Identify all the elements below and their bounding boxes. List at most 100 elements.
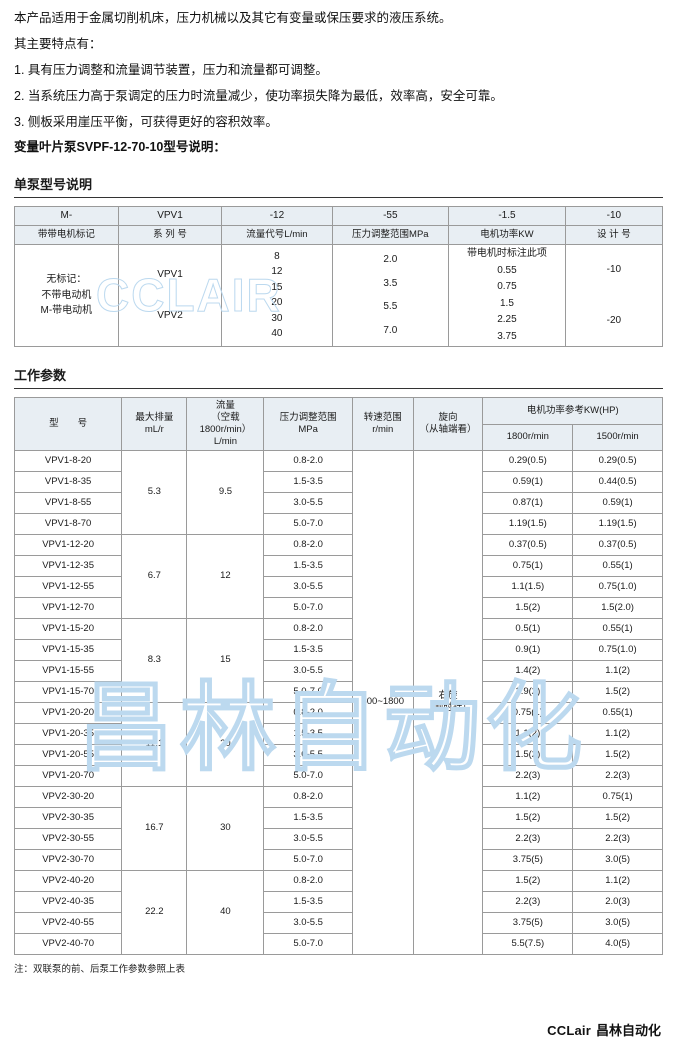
cell-pressure: 1.5-3.5 — [263, 806, 353, 829]
table-row: VPV1-20-35 1.5-3.5 1.1(2) 1.1(2) — [13, 722, 663, 745]
cell-model: VPV2-30-35 — [13, 806, 123, 829]
cell-power-1500: 3.0(5) — [572, 848, 663, 871]
footer-brand-cn: 昌林自动化 — [595, 1023, 661, 1038]
cell-pressure: 1.5-3.5 — [263, 470, 353, 493]
cell-power-1500: 0.75(1.0) — [572, 575, 663, 598]
cell-pressure: 0.8-2.0 — [263, 617, 353, 640]
header-power-1800: 1800r/min — [482, 423, 574, 451]
cell-power-1500: 3.0(5) — [572, 911, 663, 934]
cell-speed: 600~1800 — [351, 449, 414, 955]
cell-power-1800: 1.5(2) — [482, 743, 574, 766]
cell-power-1800: 3.75(5) — [482, 848, 574, 871]
cell-model: VPV2-30-70 — [13, 848, 123, 871]
cell-power-1800: 1.4(2) — [482, 659, 574, 682]
model-label-cell-2: 流量代号L/min — [221, 225, 333, 246]
table-row: VPV1-20-70 5.0-7.0 2.2(3) 2.2(3) — [13, 764, 663, 787]
flow-code-line-1: 12 — [271, 266, 283, 278]
cell-power-1800: 1.19(1.5) — [482, 512, 574, 535]
cell-power-1800: 0.9(1) — [482, 638, 574, 661]
design-no-line-0: -10 — [606, 264, 622, 276]
cell-power-1800: 3.75(5) — [482, 911, 574, 934]
cell-power-1500: 1.5(2) — [572, 680, 663, 703]
cell-power-1500: 2.2(3) — [572, 827, 663, 850]
params-table-head: 型 号 最大排量 mL/r 流量 （空载1800r/min） L/min 压力调整范围… — [13, 397, 663, 451]
cell-model: VPV1-8-35 — [13, 470, 123, 493]
table-row: VPV2-40-70 5.0-7.0 5.5(7.5) 4.0(5) — [13, 932, 663, 955]
cell-power-1500: 0.75(1) — [572, 785, 663, 808]
cell-pressure: 5.0-7.0 — [263, 596, 353, 619]
motor-power-line-1: 0.75 — [497, 281, 517, 293]
cell-model: VPV1-15-70 — [13, 680, 123, 703]
cell-power-1800: 1.5(2) — [482, 596, 574, 619]
series-line-1: VPV2 — [157, 309, 183, 321]
flow-code-line-2: 15 — [271, 281, 283, 293]
header-power: 电机功率参考KW(HP) — [482, 397, 663, 425]
cell-power-1800: 1.9(2) — [482, 680, 574, 703]
cell-pressure: 1.5-3.5 — [263, 890, 353, 913]
model-code-cell-1: VPV1 — [117, 206, 223, 227]
cell-pressure: 1.5-3.5 — [263, 638, 353, 661]
intro-paragraph-4: 2. 当系统压力高于泵调定的压力时流量减少，使功率损失降为最低，效率高，安全可靠… — [14, 88, 503, 103]
cell-model: VPV1-12-20 — [13, 533, 123, 556]
model-label-cell-5: 设 计 号 — [564, 225, 664, 246]
cell-pressure: 0.8-2.0 — [263, 533, 353, 556]
cell-pressure: 5.0-7.0 — [263, 764, 353, 787]
cell-power-1500: 2.2(3) — [572, 764, 663, 787]
table-row: VPV1-15-35 1.5-3.5 0.9(1) 0.75(1.0) — [13, 638, 663, 661]
cell-power-1500: 0.55(1) — [572, 554, 663, 577]
header-pressure: 压力调整范围 MPa — [263, 397, 353, 451]
cell-model: VPV1-20-70 — [13, 764, 123, 787]
cell-power-1800: 5.5(7.5) — [482, 932, 574, 955]
model-col-pressure-range: 2.0 3.5 5.5 7.0 — [331, 244, 450, 348]
cell-power-1800: 0.29(0.5) — [482, 449, 574, 472]
model-code-line: 变量叶片泵SVPF-12-70-10型号说明： — [14, 140, 226, 155]
table-row: VPV2-30-35 1.5-3.5 1.5(2) 1.5(2) — [13, 806, 663, 829]
cell-power-1800: 1.1(1.5) — [482, 575, 574, 598]
cell-model: VPV1-15-20 — [13, 617, 123, 640]
cell-pressure: 1.5-3.5 — [263, 722, 353, 745]
table-row: VPV1-15-20 8.3 15 0.8-2.0 0.5(1) 0.55(1) — [13, 617, 663, 703]
table-row: VPV2-40-20 22.2 40 0.8-2.0 1.5(2) 1.1(2) — [13, 869, 663, 955]
cell-flow: 12 — [186, 533, 265, 619]
cell-pressure: 5.0-7.0 — [263, 680, 353, 703]
model-col-design-no: -10 -20 — [564, 244, 664, 348]
cell-power-1800: 0.75(1) — [482, 554, 574, 577]
cell-model: VPV1-15-35 — [13, 638, 123, 661]
intro-paragraph-1: 本产品适用于金属切削机床，压力机械以及其它有变量或保压要求的液压系统。 — [14, 11, 452, 25]
table-note: 注：双联泵的前、后泵工作参数参照上表 — [14, 963, 186, 975]
params-table-body: VPV1-8-20 5.3 9.5 0.8-2.0 600~1800 右旋 （顺时针） 0.2… — [13, 449, 663, 955]
table-row: VPV2-30-20 16.7 30 0.8-2.0 1.1(2) 0.75(1) — [13, 785, 663, 871]
cell-power-1500: 1.1(2) — [572, 869, 663, 892]
model-code-cell-4: -1.5 — [448, 206, 566, 227]
cell-model: VPV2-40-70 — [13, 932, 123, 955]
cell-power-1500: 0.44(0.5) — [572, 470, 663, 493]
cell-power-1500: 4.0(5) — [572, 932, 663, 955]
motor-power-line-3: 2.25 — [497, 314, 517, 326]
cell-power-1800: 0.5(1) — [482, 617, 574, 640]
cell-power-1500: 1.1(2) — [572, 722, 663, 745]
section-heading-work-params-text: 工作参数 — [14, 368, 67, 384]
cell-displacement: 22.2 — [121, 869, 188, 955]
cell-pressure: 5.0-7.0 — [263, 932, 353, 955]
cell-pressure: 0.8-2.0 — [263, 869, 353, 892]
header-power-1500: 1500r/min — [572, 423, 663, 451]
cell-power-1500: 0.75(1.0) — [572, 638, 663, 661]
model-table-code-row: M- VPV1 -12 -55 -1.5 -10 — [14, 206, 664, 227]
cell-pressure: 0.8-2.0 — [263, 785, 353, 808]
cell-model: VPV2-40-20 — [13, 869, 123, 892]
cell-model: VPV1-12-70 — [13, 596, 123, 619]
motor-mark-line-1: 不带电动机 — [41, 289, 92, 301]
cell-displacement: 5.3 — [121, 449, 188, 535]
motor-mark-line-0: 无标记： — [46, 274, 87, 285]
cell-power-1500: 1.5(2.0) — [572, 596, 663, 619]
table-row: VPV1-15-55 3.0-5.5 1.4(2) 1.1(2) — [13, 659, 663, 682]
cell-power-1500: 0.59(1) — [572, 491, 663, 514]
cell-power-1800: 1.5(2) — [482, 869, 574, 892]
cell-power-1800: 0.37(0.5) — [482, 533, 574, 556]
model-col-motor-mark: 无标记： 不带电动机 M-带电动机 — [14, 244, 119, 348]
cell-power-1800: 1.1(2) — [482, 785, 574, 808]
cell-pressure: 0.8-2.0 — [263, 701, 353, 724]
header-model: 型 号 — [13, 397, 123, 451]
cell-pressure: 3.0-5.5 — [263, 911, 353, 934]
cell-rotation: 右旋 （顺时针） — [412, 449, 484, 955]
